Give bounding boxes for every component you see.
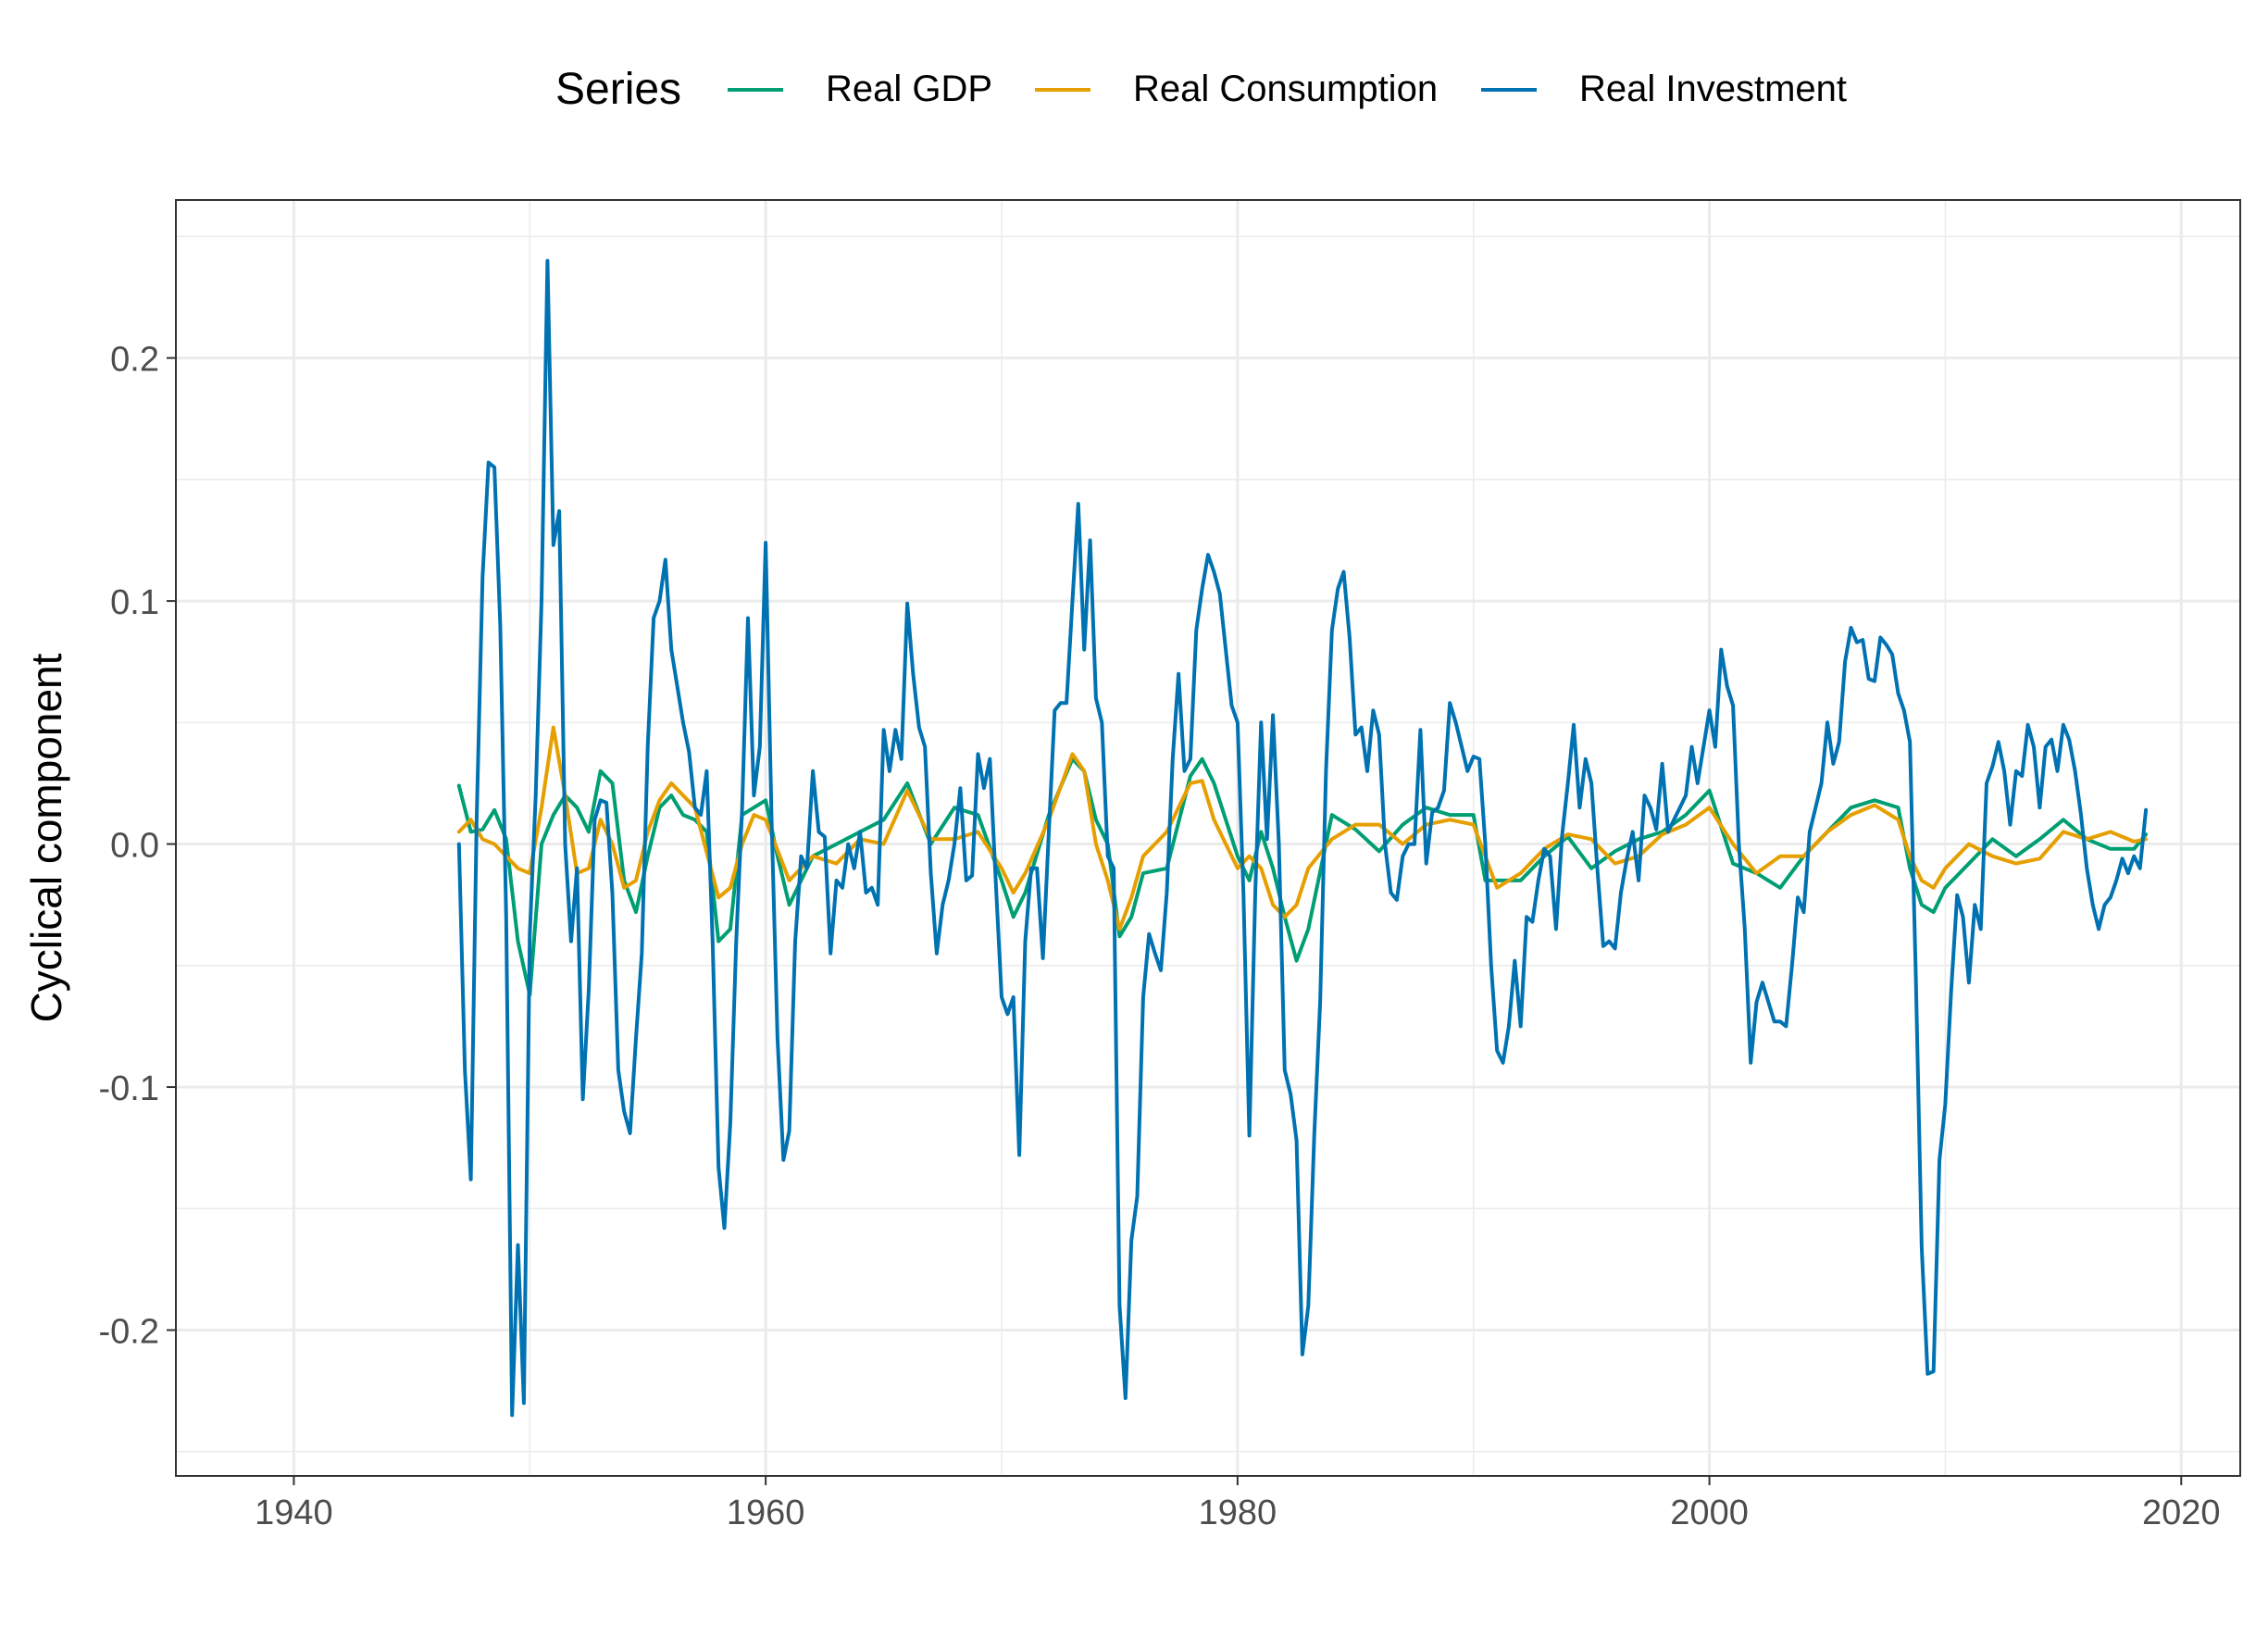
y-tick-label: -0.1 (99, 1069, 159, 1108)
x-axis: 1940 1960 1980 2000 2020 (255, 1476, 2221, 1532)
y-tick-label: 0.0 (110, 827, 159, 866)
x-tick-label: 2020 (2142, 1494, 2221, 1532)
x-tick-label: 1940 (255, 1494, 333, 1532)
plot-panel (176, 200, 2240, 1476)
series-line-real-consumption (456, 725, 2149, 931)
grid-minor (176, 200, 2240, 1476)
legend-label: Real Investment (1579, 69, 1847, 109)
series-group (456, 258, 2149, 1418)
y-axis-label: Cyclical component (22, 653, 70, 1022)
y-tick-label: 0.1 (110, 583, 159, 622)
plot-border (175, 199, 2241, 1477)
legend-title: Series (555, 65, 681, 114)
y-tick-label: 0.2 (110, 341, 159, 380)
legend: Series Real GDP Real Consumption Real Inve… (555, 65, 1847, 114)
x-tick-label: 2000 (1670, 1494, 1749, 1532)
y-axis: -0.2 -0.1 0.0 0.1 0.2 (99, 341, 176, 1352)
x-tick-label: 1960 (727, 1494, 805, 1532)
x-tick-label: 1980 (1199, 1494, 1277, 1532)
series-line-real-investment (456, 258, 2149, 1418)
legend-items: Real GDP Real Consumption Real Investment (728, 69, 1847, 109)
legend-label: Real GDP (826, 69, 992, 109)
legend-label: Real Consumption (1133, 69, 1438, 109)
y-tick-label: -0.2 (99, 1313, 159, 1352)
